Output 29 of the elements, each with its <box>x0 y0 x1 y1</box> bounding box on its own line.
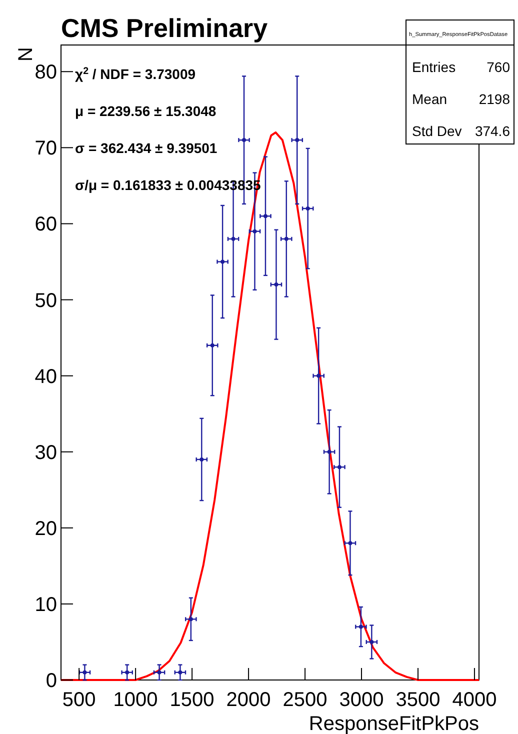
x-tick-label: 1000 <box>113 689 158 711</box>
x-tick-label: 2500 <box>282 689 328 711</box>
x-tick-label: 2000 <box>226 689 271 711</box>
chart-title: CMS Preliminary <box>61 13 268 43</box>
annotation: 374.6 <box>474 123 510 139</box>
annotation: χ$^{2}$ / NDF = 3.73009 <box>75 66 196 82</box>
y-tick-label: 60 <box>34 214 57 236</box>
annotation: 2198 <box>478 91 510 107</box>
x-tick-label: 3500 <box>396 689 440 711</box>
y-tick-label: 0 <box>46 670 57 692</box>
x-axis-title: ResponseFitPkPos <box>308 713 479 734</box>
x-tick-label: 1500 <box>170 689 214 711</box>
y-tick-label: 80 <box>34 62 57 84</box>
annotation: Entries <box>412 59 456 75</box>
x-tick-label: 500 <box>62 689 96 711</box>
y-tick-label: 50 <box>34 290 57 312</box>
x-tick-label: 3000 <box>339 689 384 711</box>
y-axis-title: N <box>15 47 37 62</box>
annotation: μ = 2239.56 ± 15.3048 <box>75 103 216 119</box>
y-tick-label: 70 <box>34 138 57 160</box>
annotation: Mean <box>412 91 448 107</box>
text: 760 <box>486 59 510 75</box>
y-tick-label: 20 <box>34 518 57 540</box>
y-tick-label: 30 <box>34 442 57 464</box>
x-tick-label: 4000 <box>452 689 497 711</box>
y-tick-label: 10 <box>34 594 57 616</box>
annotation: σ = 362.434 ± 9.39501 <box>75 140 218 156</box>
annotation: Std Dev <box>412 123 462 139</box>
y-tick-label: 40 <box>34 366 57 388</box>
